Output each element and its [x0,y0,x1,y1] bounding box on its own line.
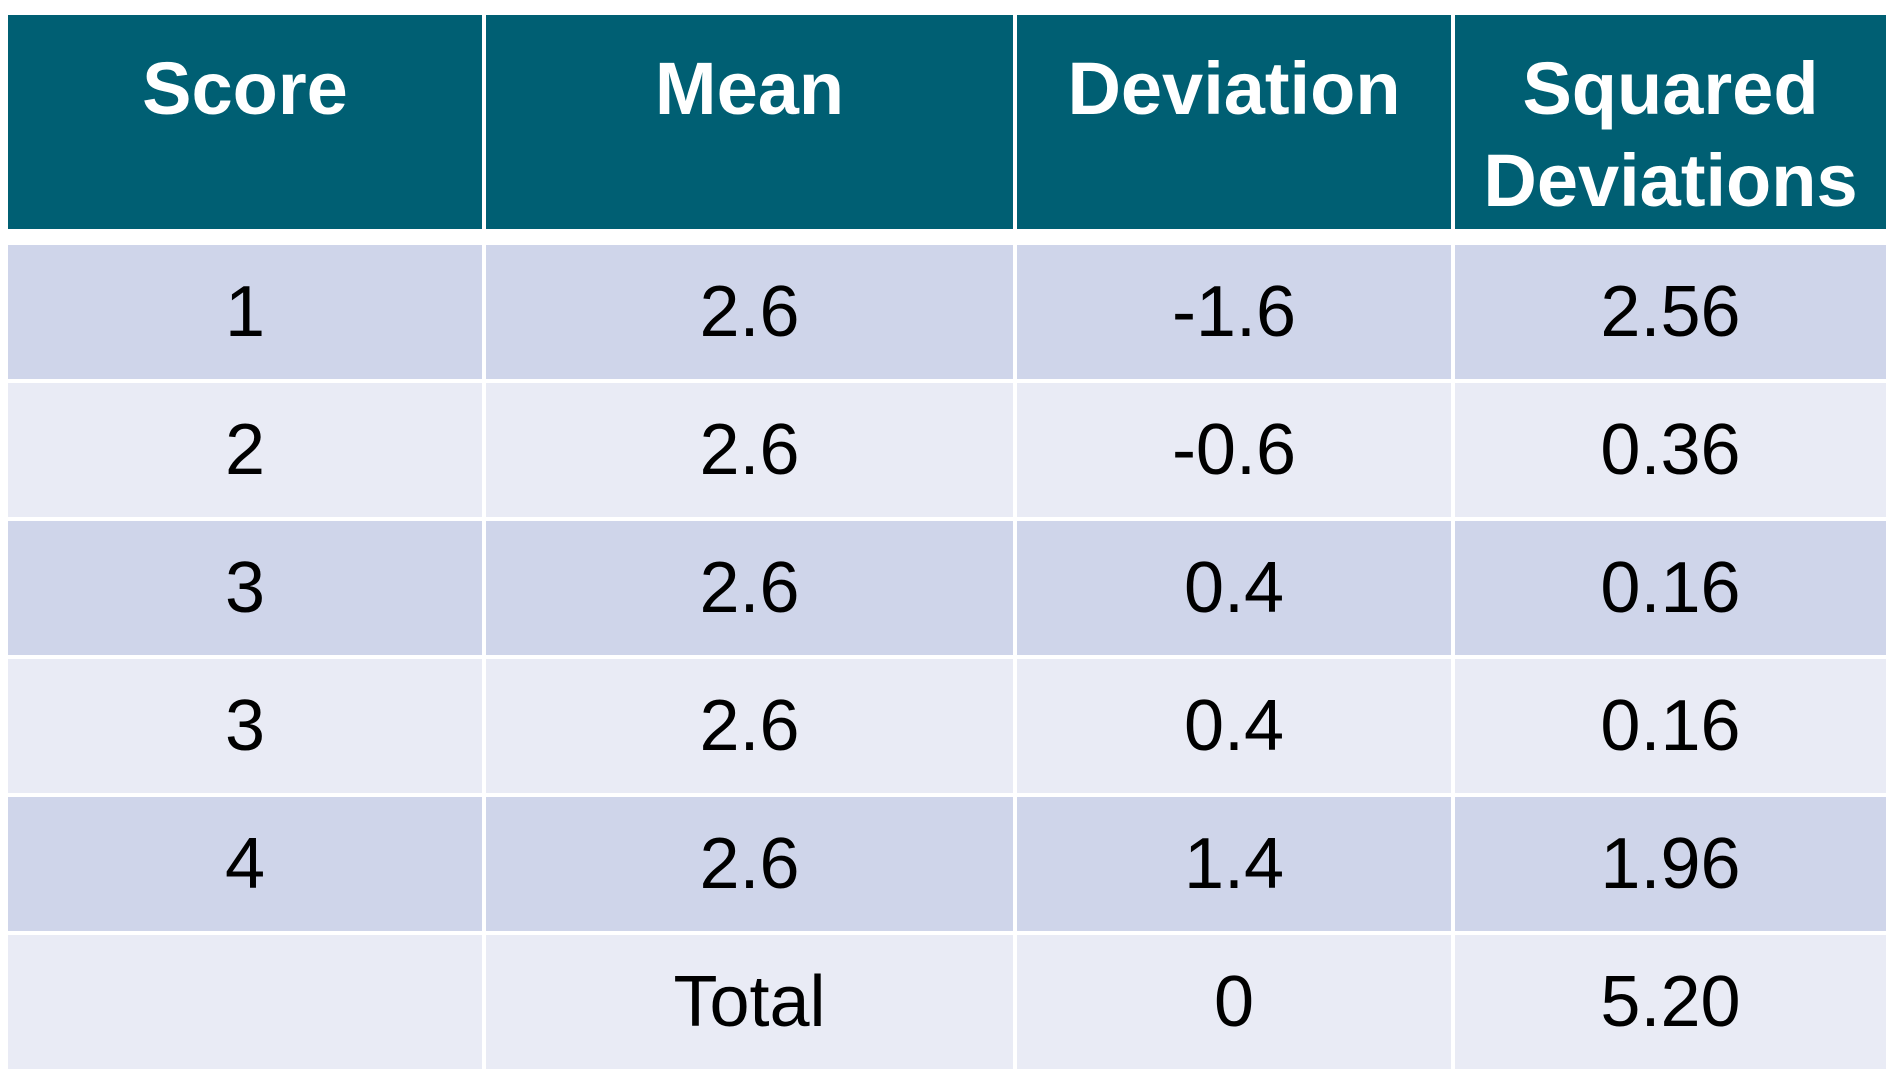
cell-score: 2 [4,379,486,521]
cell-squared-deviation: 0.16 [1451,517,1887,659]
total-row: Total 0 5.20 [4,931,1887,1073]
cell-mean: 2.6 [482,241,1017,383]
cell-deviation: 0.4 [1013,517,1455,659]
cell-score: 3 [4,517,486,659]
cell-squared-deviation: 2.56 [1451,241,1887,383]
table-row: 3 2.6 0.4 0.16 [4,655,1887,797]
cell-squared-deviation: 0.36 [1451,379,1887,521]
cell-score: 4 [4,793,486,935]
total-label: Total [482,931,1017,1073]
cell-mean: 2.6 [482,379,1017,521]
deviation-table-container: Score Mean Deviation Squared Deviations … [4,11,1887,1073]
cell-deviation: 1.4 [1013,793,1455,935]
cell-mean: 2.6 [482,517,1017,659]
deviation-table: Score Mean Deviation Squared Deviations … [4,11,1887,1073]
cell-score: 3 [4,655,486,797]
cell-deviation: -1.6 [1013,241,1455,383]
cell-mean: 2.6 [482,655,1017,797]
cell-squared-deviation: 1.96 [1451,793,1887,935]
total-deviation: 0 [1013,931,1455,1073]
table-row: 2 2.6 -0.6 0.36 [4,379,1887,521]
table-row: 4 2.6 1.4 1.96 [4,793,1887,935]
cell-deviation: 0.4 [1013,655,1455,797]
table-row: 3 2.6 0.4 0.16 [4,517,1887,659]
header-score: Score [4,11,486,233]
cell-score: 1 [4,241,486,383]
table-row: 1 2.6 -1.6 2.56 [4,241,1887,383]
header-mean: Mean [482,11,1017,233]
cell-squared-deviation: 0.16 [1451,655,1887,797]
header-squared-deviations: Squared Deviations [1451,11,1887,233]
cell-deviation: -0.6 [1013,379,1455,521]
total-squared-deviations: 5.20 [1451,931,1887,1073]
cell-score [4,931,486,1073]
table-header-row: Score Mean Deviation Squared Deviations [4,11,1887,233]
header-deviation: Deviation [1013,11,1455,233]
cell-mean: 2.6 [482,793,1017,935]
